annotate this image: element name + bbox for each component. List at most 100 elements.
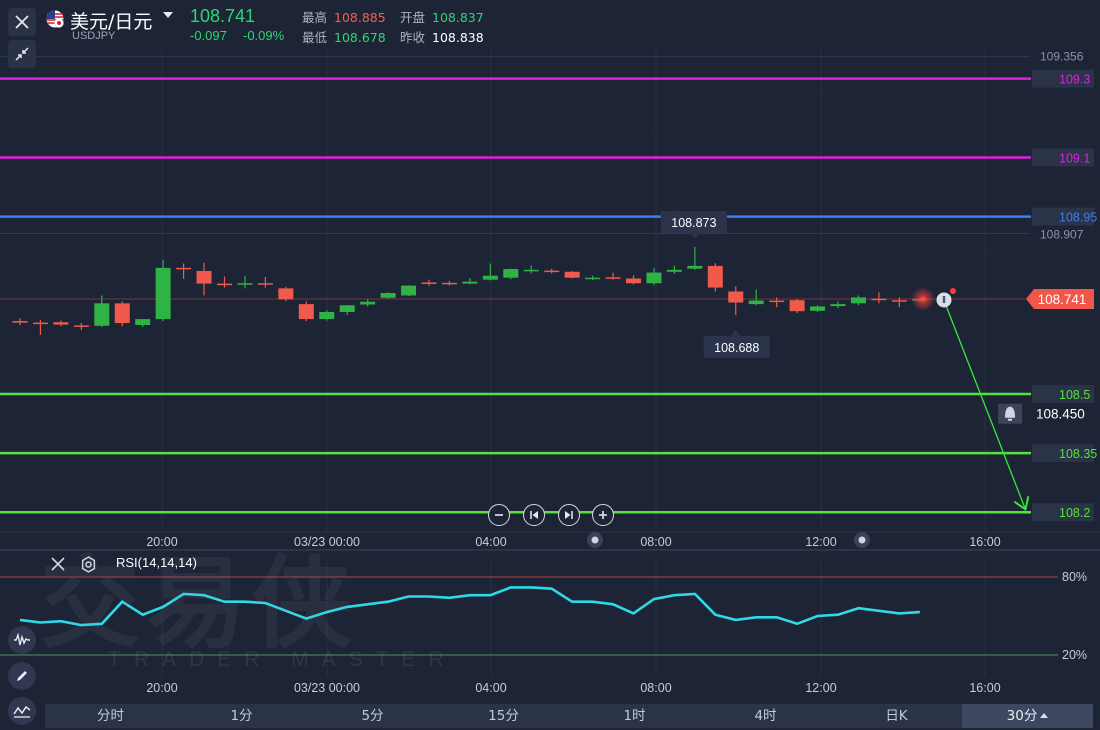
map-texture-dot xyxy=(962,368,966,372)
indicator-icon xyxy=(13,705,31,718)
map-texture-dot xyxy=(794,408,798,412)
candle-body xyxy=(114,303,130,324)
candle-body xyxy=(503,269,519,278)
open-value: 108.837 xyxy=(432,10,484,25)
symbol-header: 美元/日元 USDJPY 108.741 -0.097 -0.09% 最高 108… xyxy=(0,0,1100,68)
map-texture-dot xyxy=(974,208,978,212)
rsi-time-axis-label: 12:00 xyxy=(805,681,836,695)
map-texture-dot xyxy=(626,448,630,452)
low-label: 最低 xyxy=(302,30,328,45)
candle-body xyxy=(666,269,682,272)
period-tab-30m[interactable]: 30分 xyxy=(962,704,1093,728)
map-texture-dot xyxy=(974,408,978,412)
watermark-logo: 交易侠 xyxy=(40,545,358,662)
map-texture-dot xyxy=(878,288,882,292)
map-texture-dot xyxy=(854,408,858,412)
map-texture-dot xyxy=(926,448,930,452)
low-marker-label: 108.688 xyxy=(714,341,759,355)
map-texture-dot xyxy=(710,328,714,332)
indicator-button[interactable] xyxy=(8,697,36,725)
time-axis-label: 04:00 xyxy=(475,535,506,549)
high-value: 108.885 xyxy=(334,10,386,25)
candle-body xyxy=(544,270,560,273)
period-tab-15m[interactable]: 15分 xyxy=(488,708,519,724)
scroll-start-button[interactable] xyxy=(523,504,545,526)
candle-body xyxy=(585,277,601,280)
candle-body xyxy=(748,300,764,305)
map-texture-dot xyxy=(902,168,906,172)
scroll-handle-dot xyxy=(591,536,599,544)
candle-body xyxy=(830,304,846,307)
skip-back-icon xyxy=(530,511,538,519)
period-tab-30m-label: 30分 xyxy=(1006,708,1038,724)
waveform-icon xyxy=(14,633,30,646)
minus-icon xyxy=(495,514,503,516)
map-texture-dot xyxy=(698,288,702,292)
period-tab-5m[interactable]: 5分 xyxy=(361,708,384,724)
period-tab-1h[interactable]: 1时 xyxy=(623,708,646,724)
zoom-out-button[interactable] xyxy=(488,504,510,526)
open-label: 开盘 xyxy=(400,10,426,25)
candle-body xyxy=(155,267,171,320)
period-tab-1m[interactable]: 1分 xyxy=(230,708,253,724)
time-axis-label: 12:00 xyxy=(805,535,836,549)
info-marker-badge xyxy=(950,287,956,294)
period-tab-time[interactable]: 分时 xyxy=(97,708,124,724)
map-texture-dot xyxy=(662,168,666,172)
map-texture-dot xyxy=(602,168,606,172)
last-price: 108.741 xyxy=(190,6,256,26)
map-texture-dot xyxy=(794,208,798,212)
map-texture-dot xyxy=(746,248,750,252)
map-texture-dot xyxy=(578,88,582,92)
price-line-label: 108.35 xyxy=(1059,447,1097,461)
gear-icon[interactable] xyxy=(80,556,97,573)
map-texture-dot xyxy=(566,248,570,252)
close-indicator-icon[interactable] xyxy=(50,556,66,572)
rsi-indicator-label[interactable]: RSI(14,14,14) xyxy=(116,555,197,570)
candle-body xyxy=(278,288,294,300)
rsi-time-axis-label: 08:00 xyxy=(640,681,671,695)
candle-body xyxy=(360,301,376,305)
low-value: 108.678 xyxy=(334,30,386,45)
price-line-tag xyxy=(1032,503,1094,522)
map-texture-dot xyxy=(650,328,654,332)
candle-body xyxy=(32,322,48,325)
time-axis-label: 03/23 00:00 xyxy=(294,535,360,549)
symbol-name[interactable]: 美元/日元 xyxy=(70,11,153,33)
draw-tools-button[interactable] xyxy=(8,626,36,654)
time-axis-label: 20:00 xyxy=(146,535,177,549)
map-texture-dot xyxy=(902,368,906,372)
map-texture-dot xyxy=(770,328,774,332)
high-marker-pointer xyxy=(689,232,700,239)
zoom-in-button[interactable] xyxy=(592,504,614,526)
price-line-label: 108.5 xyxy=(1059,388,1090,402)
map-texture-dot xyxy=(986,448,990,452)
map-texture-dot xyxy=(734,408,738,412)
alert-price-label: 108.450 xyxy=(1036,407,1085,422)
map-texture-dot xyxy=(578,288,582,292)
map-texture-dot xyxy=(542,168,546,172)
map-texture-dot xyxy=(986,248,990,252)
candle-body xyxy=(176,267,192,270)
candle-body xyxy=(217,283,232,286)
chevron-down-icon[interactable] xyxy=(163,12,173,18)
collapse-button[interactable] xyxy=(8,40,36,68)
close-button[interactable] xyxy=(8,8,36,36)
bell-icon xyxy=(1005,406,1015,421)
period-tab-day[interactable]: 日K xyxy=(885,708,908,724)
period-tab-4h[interactable]: 4时 xyxy=(754,708,777,724)
map-texture-dot xyxy=(626,248,630,252)
candle-body xyxy=(769,300,785,303)
high-stat: 最高 108.885 xyxy=(302,7,386,26)
rsi-time-axis-label: 16:00 xyxy=(969,681,1000,695)
map-texture-dot xyxy=(890,328,894,332)
map-texture-dot xyxy=(938,88,942,92)
prev-close-label: 昨收 xyxy=(400,30,426,45)
price-line-tag xyxy=(1032,384,1094,403)
map-texture-dot xyxy=(878,88,882,92)
high-label: 最高 xyxy=(302,10,328,25)
pencil-button[interactable] xyxy=(8,662,36,690)
scroll-end-button[interactable] xyxy=(558,504,580,526)
